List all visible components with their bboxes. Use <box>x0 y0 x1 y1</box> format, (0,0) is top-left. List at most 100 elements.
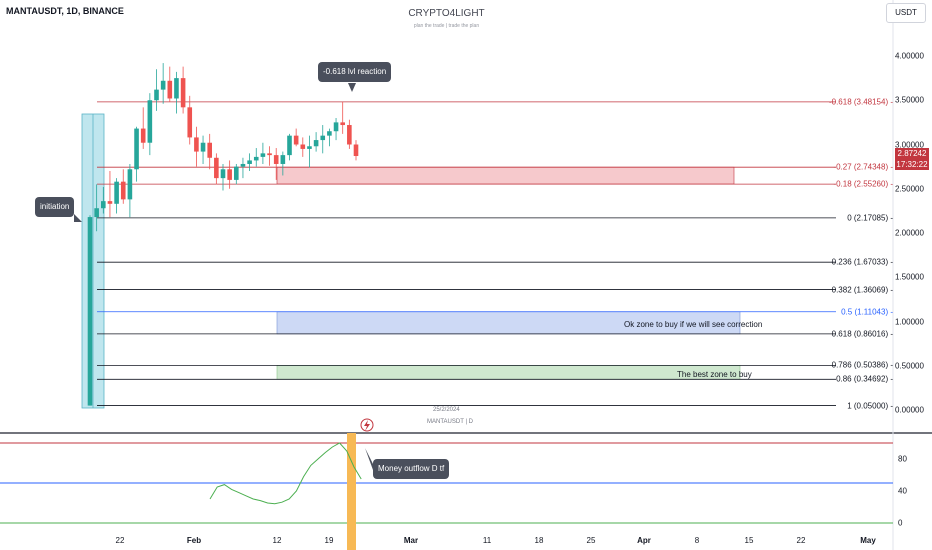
candle-body <box>114 181 119 204</box>
candle-body <box>180 78 186 108</box>
candle-body <box>253 156 259 161</box>
price-tick: 1.50000 <box>895 272 924 282</box>
indicator-tick: 0 <box>898 518 903 528</box>
candle-body <box>227 169 232 180</box>
fib-label: 0.382 (1.36069) - <box>831 285 893 295</box>
candle-body <box>234 166 239 180</box>
candle-body <box>313 140 319 147</box>
price-tick: 2.00000 <box>895 228 924 238</box>
fib-label: -0.27 (2.74348) - <box>833 162 893 172</box>
time-tick: 22 <box>796 536 806 545</box>
fib-label: 0.618 (0.86016) - <box>831 329 893 339</box>
indicator-name: MANTAUSDT | D <box>427 419 474 425</box>
candle-body <box>107 201 113 204</box>
initiation-callout: initiation <box>35 197 75 217</box>
time-tick: 19 <box>324 536 334 545</box>
candle-body <box>101 201 106 209</box>
candle-body <box>220 169 226 179</box>
time-tick: 18 <box>534 536 544 545</box>
best-zone-label: The best zone to buy <box>677 370 752 379</box>
reaction-callout: -0.618 lvl reaction <box>318 62 392 82</box>
candle-body <box>207 142 212 158</box>
candle-body <box>94 208 99 218</box>
candle-body <box>333 122 339 132</box>
brand-tagline: plan the trade | trade the plan <box>413 23 480 29</box>
symbol-title: MANTAUSDT, 1D, BINANCE <box>6 6 124 16</box>
candle-body <box>300 144 306 149</box>
candle-body <box>260 153 266 157</box>
fib-label: 0.786 (0.50386) - <box>831 360 893 370</box>
time-tick: 22 <box>115 536 125 545</box>
candle-body <box>87 217 93 406</box>
candle-body <box>327 131 332 136</box>
bar-countdown: 17:32:22 <box>896 160 928 169</box>
candle-body <box>167 80 173 99</box>
candle-body <box>127 169 133 200</box>
time-tick: Apr <box>637 536 651 545</box>
candle-body <box>120 181 126 200</box>
candle-body <box>134 128 139 170</box>
fib-label: 0.236 (1.67033) - <box>831 257 893 267</box>
indicator-line <box>209 442 362 505</box>
time-tick: May <box>860 536 876 545</box>
time-tick: Feb <box>186 536 202 545</box>
price-tick: 0.00000 <box>895 405 924 415</box>
candle-body <box>287 135 292 156</box>
price-tick: 3.00000 <box>895 140 924 149</box>
candle-body <box>293 135 299 145</box>
price-tick: 0.50000 <box>895 361 924 371</box>
fib-label: -0.618 (3.48154) - <box>828 97 893 107</box>
date-tooltip: 25/2/2024 <box>433 407 460 413</box>
candle-body <box>340 122 345 126</box>
price-tick: 3.50000 <box>895 95 924 105</box>
resistance-zone <box>276 166 735 185</box>
candle-body <box>147 100 153 143</box>
time-tick: 25 <box>586 536 596 545</box>
price-tick: 1.00000 <box>895 317 924 326</box>
indicator-tick: 40 <box>898 486 907 496</box>
candle-body <box>353 144 359 157</box>
time-tick: 15 <box>744 536 754 545</box>
candle-body <box>267 153 272 156</box>
currency-button[interactable]: USDT <box>886 3 926 23</box>
current-price-badge: 2.87242 17:32:22 <box>895 148 929 170</box>
candle-body <box>140 128 146 143</box>
time-tick: 8 <box>694 536 700 545</box>
candle-body <box>160 80 166 90</box>
candle-body <box>174 78 179 99</box>
candle-body <box>280 155 286 164</box>
fib-label: 0 (2.17085) - <box>847 213 893 223</box>
outflow-callout: Money outflow D tf <box>373 459 450 479</box>
best-buy-zone-rect <box>276 365 741 380</box>
candle-body <box>247 160 252 164</box>
candle-body <box>187 107 193 138</box>
candle-body <box>347 125 352 145</box>
fib-label: 0.86 (0.34692) - <box>836 374 893 384</box>
candle-body <box>154 89 159 101</box>
fib-label: -0.18 (2.55260) - <box>833 179 893 189</box>
current-price-value: 2.87242 <box>897 149 927 158</box>
time-tick: 11 <box>482 536 492 545</box>
brand-title: CRYPTO4LIGHT <box>408 8 485 19</box>
time-tick: 12 <box>272 536 282 545</box>
lightning-glyph <box>364 420 370 431</box>
price-tick: 4.00000 <box>895 51 924 61</box>
outflow-pointer <box>365 448 373 470</box>
candle-body <box>273 155 279 164</box>
candle-body <box>194 137 199 152</box>
time-tick: Mar <box>403 536 419 545</box>
outflow-highlight-bar <box>347 433 356 550</box>
candle-body <box>307 146 312 149</box>
candle-body <box>320 135 326 141</box>
reaction-pointer <box>348 83 356 92</box>
candle-body <box>214 157 219 179</box>
fib-label: 0.5 (1.11043) - <box>841 307 893 317</box>
buy-zone-label: Ok zone to buy if we will see correction <box>624 320 763 329</box>
price-tick: 2.50000 <box>895 184 924 194</box>
initiation-pointer <box>74 214 82 222</box>
fib-label: 1 (0.05000) - <box>847 401 893 411</box>
candle-body <box>200 142 206 152</box>
indicator-tick: 80 <box>898 454 907 464</box>
candle-body <box>240 163 246 167</box>
